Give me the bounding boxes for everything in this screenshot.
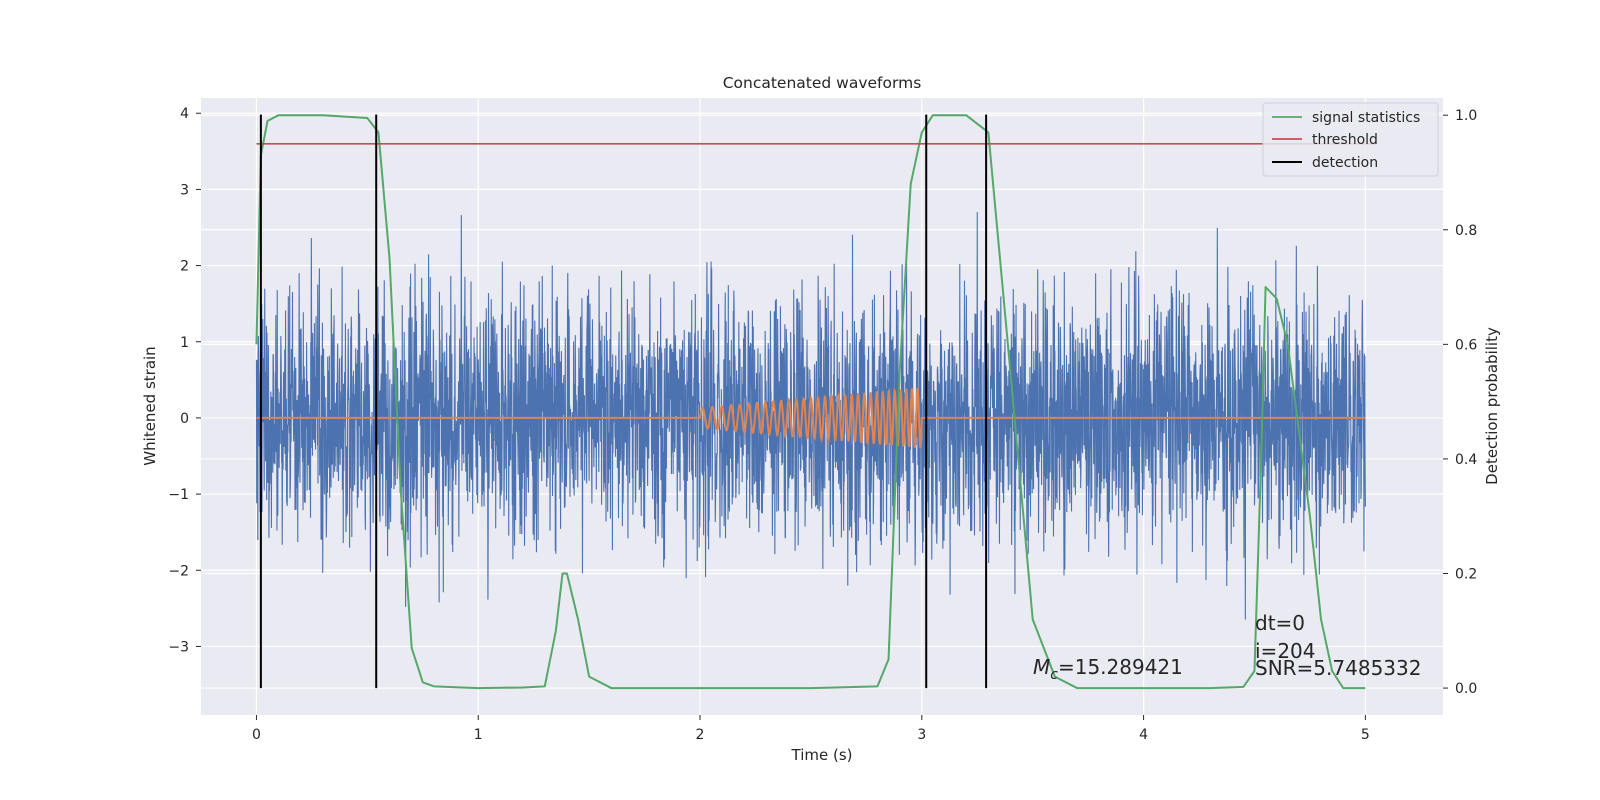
y-axis-label: Whitened strain — [141, 346, 159, 465]
y-right-tick-label-3: 0.6 — [1455, 337, 1477, 353]
y-tick-label-5: 2 — [180, 259, 189, 275]
y-tick-label-3: 0 — [180, 411, 189, 427]
x-axis-label: Time (s) — [791, 746, 853, 764]
x-tick-label-5: 5 — [1361, 727, 1370, 743]
y-tick-label-2: −1 — [168, 487, 189, 503]
y-right-tick-label-0: 0.0 — [1455, 681, 1477, 697]
dt-annotation: dt=0 — [1255, 611, 1305, 635]
x-tick-label-1: 1 — [474, 727, 483, 743]
legend-label-detection: detection — [1312, 155, 1378, 171]
y-right-tick-label-4: 0.8 — [1455, 223, 1477, 239]
y-tick-label-0: −3 — [168, 639, 189, 655]
legend-label-threshold: threshold — [1312, 132, 1378, 148]
y-tick-label-1: −2 — [168, 563, 189, 579]
template-line — [256, 387, 1366, 449]
y-tick-label-7: 4 — [180, 106, 189, 122]
y-right-tick-label-2: 0.4 — [1455, 452, 1477, 468]
chart-title: Concatenated waveforms — [723, 74, 922, 92]
legend-box — [1262, 102, 1439, 177]
detection-series — [259, 114, 988, 689]
x-tick-label-4: 4 — [1139, 727, 1148, 743]
legend-label-statistics: signal statistics — [1312, 110, 1420, 126]
template-series — [256, 387, 1366, 449]
chirp-mass-annotation: Mc=15.289421 — [1033, 655, 1183, 683]
y-right-tick-label-1: 0.2 — [1455, 566, 1477, 582]
index-annotation: i=204 — [1255, 639, 1316, 663]
y-right-tick-label-5: 1.0 — [1455, 108, 1477, 124]
annotations: Mc=15.289421 dt=0 i=204 SNR=5.7485332 — [1033, 611, 1421, 683]
x-tick-label-0: 0 — [252, 727, 261, 743]
x-tick-label-3: 3 — [917, 727, 926, 743]
statistics-series — [255, 114, 1366, 690]
legend: signal statistics threshold detection — [1262, 102, 1439, 177]
x-tick-label-2: 2 — [696, 727, 705, 743]
snr-annotation: SNR=5.7485332 — [1255, 656, 1421, 680]
axis-ticks: 0 1 2 3 4 5 −3 −2 −1 0 1 2 3 4 0.0 0.2 0.4 0.6 0.8 1.0 — [168, 106, 1477, 743]
y-tick-label-4: 1 — [180, 335, 189, 351]
chirp-mass-value: =15.289421 — [1058, 655, 1183, 679]
statistics-line — [255, 114, 1366, 690]
y-tick-label-6: 3 — [180, 182, 189, 198]
y-axis-right-label: Detection probability — [1483, 327, 1501, 485]
